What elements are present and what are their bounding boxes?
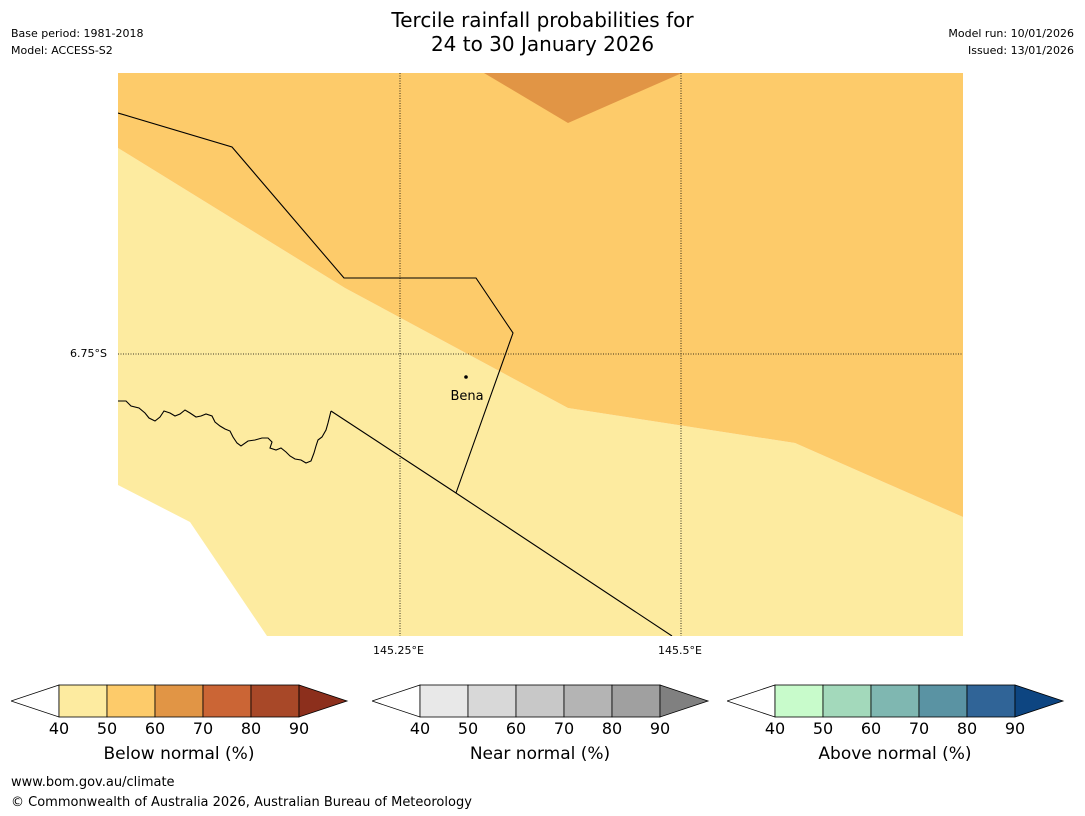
rainfall-map: Bena <box>118 73 963 636</box>
province-boundary <box>118 112 514 494</box>
colorbar-bin <box>419 684 469 718</box>
colorbar-bin <box>563 684 613 718</box>
town-label: Bena <box>450 389 483 404</box>
legend-tick: 60 <box>860 719 882 738</box>
colorbar-low-extension <box>11 684 60 718</box>
colorbar-bin <box>611 684 661 718</box>
colorbar-bin <box>918 684 968 718</box>
legend-tick: 40 <box>409 719 431 738</box>
legend-tick: 50 <box>457 719 479 738</box>
province-boundary <box>330 410 673 636</box>
colorbar-bin <box>515 684 565 718</box>
issued-text: Issued: 13/01/2026 <box>967 44 1074 57</box>
base-period-text: Base period: 1981-2018 <box>11 27 144 40</box>
colorbar-bin <box>966 684 1016 718</box>
colorbar-bin <box>202 684 252 718</box>
legend-tick: 70 <box>908 719 930 738</box>
colorbar-bin <box>106 684 156 718</box>
legend-tick: 90 <box>649 719 671 738</box>
legend-title: Above normal (%) <box>818 744 972 764</box>
model-run-text: Model run: 10/01/2026 <box>948 27 1074 40</box>
colorbar-high-extension <box>298 684 349 718</box>
legend-near-normal: 40 50 60 70 80 90 Near normal (%) <box>372 684 712 769</box>
colorbar-bin <box>58 684 108 718</box>
colorbar-bin <box>467 684 517 718</box>
town-marker <box>464 375 468 379</box>
colorbar-high-extension <box>659 684 710 718</box>
meta-left: Base period: 1981-2018 Model: ACCESS-S2 <box>11 25 143 59</box>
colorbar-bin <box>154 684 204 718</box>
colorbar-bin <box>870 684 920 718</box>
legend-title: Below normal (%) <box>103 744 255 764</box>
colorbar-below-normal <box>11 684 349 718</box>
longitude-label: 145.5°E <box>658 644 702 657</box>
river-line <box>118 400 332 464</box>
legend-above-normal: 40 50 60 70 80 90 Above normal (%) <box>727 684 1067 769</box>
legend-tick: 90 <box>1004 719 1026 738</box>
colorbar-low-extension <box>727 684 776 718</box>
colorbar-high-extension <box>1014 684 1065 718</box>
meta-right: Model run: 10/01/2026 Issued: 13/01/2026 <box>948 25 1074 59</box>
colorbar-near-normal <box>372 684 710 718</box>
footer-copyright: © Commonwealth of Australia 2026, Austra… <box>11 795 472 810</box>
legend-tick: 40 <box>48 719 70 738</box>
colorbar-bin <box>774 684 824 718</box>
legend-tick: 80 <box>240 719 262 738</box>
legend-tick: 80 <box>601 719 623 738</box>
probability-zone-mid <box>118 73 963 517</box>
legend-tick: 40 <box>764 719 786 738</box>
legend-tick: 90 <box>288 719 310 738</box>
map-title: Tercile rainfall probabilities for 24 to… <box>0 8 1085 56</box>
title-line-2: 24 to 30 January 2026 <box>430 32 655 56</box>
longitude-label: 145.25°E <box>373 644 424 657</box>
colorbar-bin <box>822 684 872 718</box>
legend-tick: 50 <box>812 719 834 738</box>
probability-zone-light <box>118 148 963 636</box>
probability-zone-dark <box>484 73 682 123</box>
legend-tick: 60 <box>505 719 527 738</box>
footer-website: www.bom.gov.au/climate <box>11 775 175 790</box>
legend-tick: 60 <box>144 719 166 738</box>
legend-tick: 80 <box>956 719 978 738</box>
legend-below-normal: 40 50 60 70 80 90 Below normal (%) <box>11 684 351 769</box>
colorbar-above-normal <box>727 684 1065 718</box>
title-line-1: Tercile rainfall probabilities for <box>391 8 694 32</box>
legend-tick: 50 <box>96 719 118 738</box>
colorbar-bin <box>250 684 300 718</box>
legend-tick: 70 <box>192 719 214 738</box>
colorbar-low-extension <box>372 684 421 718</box>
legend-tick: 70 <box>553 719 575 738</box>
latitude-label: 6.75°S <box>70 347 107 360</box>
legend-title: Near normal (%) <box>469 744 611 764</box>
model-text: Model: ACCESS-S2 <box>11 44 113 57</box>
